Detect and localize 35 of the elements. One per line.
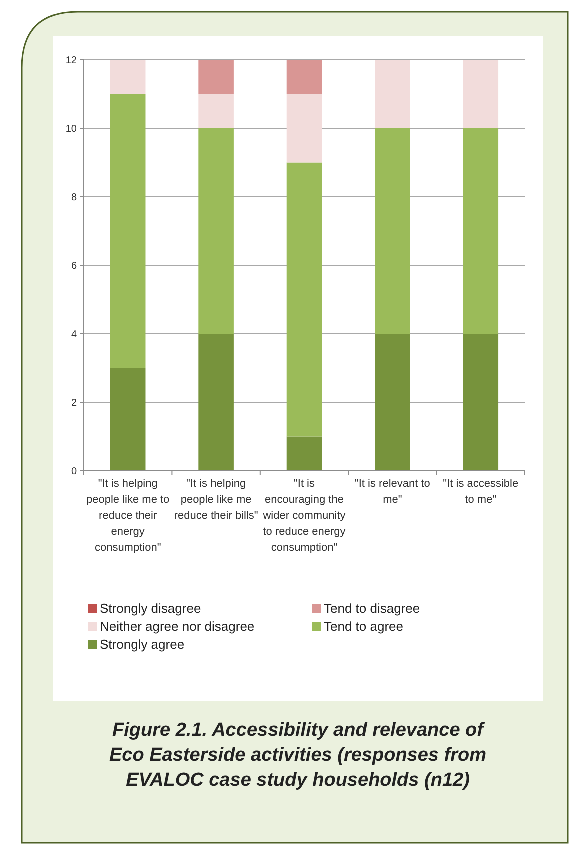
bar <box>110 368 146 471</box>
bar <box>286 94 322 163</box>
y-tick-label: 10 <box>66 124 78 135</box>
legend-label: Tend to agree <box>324 619 404 634</box>
x-tick-label: "It is encouraging the wider community to reduce energy consumption" <box>262 478 346 554</box>
text: Figure 2.1. Accessibility and relevance of Eco Easterside activities (responses from EVALOC case study households (n12) <box>110 720 487 791</box>
legend-label: Tend to disagree <box>324 601 420 616</box>
bar <box>463 334 499 471</box>
y-tick-label: 6 <box>71 261 78 272</box>
y-tick-label: 8 <box>71 192 78 204</box>
bar <box>110 60 146 94</box>
bar <box>286 162 322 437</box>
bar <box>463 60 499 128</box>
x-tick-label: "It is helping people like me reduce their bills" <box>174 478 258 522</box>
bar <box>463 128 499 334</box>
bar <box>375 60 410 128</box>
bar <box>198 334 234 471</box>
y-tick-label: 0 <box>71 466 78 478</box>
bar <box>286 436 322 471</box>
legend-label: Strongly agree <box>100 637 185 652</box>
bar <box>110 94 146 368</box>
x-tick-label: "It is relevant to me" <box>354 478 430 506</box>
bar <box>375 128 410 334</box>
bar <box>198 94 234 128</box>
bar <box>198 60 234 94</box>
bar <box>286 60 322 94</box>
bar <box>375 334 410 471</box>
x-tick-label: "It is accessible to me" <box>443 478 519 506</box>
y-tick-label: 2 <box>71 398 78 409</box>
legend-label: Neither agree nor disagree <box>100 619 255 634</box>
legend-label: Strongly disagree <box>100 601 202 616</box>
y-tick-label: 4 <box>71 330 78 340</box>
bar <box>198 128 234 334</box>
y-tick-label: 12 <box>66 56 78 66</box>
x-tick-label: "It is helping people like me to reduce their energy consumption" <box>86 478 170 554</box>
